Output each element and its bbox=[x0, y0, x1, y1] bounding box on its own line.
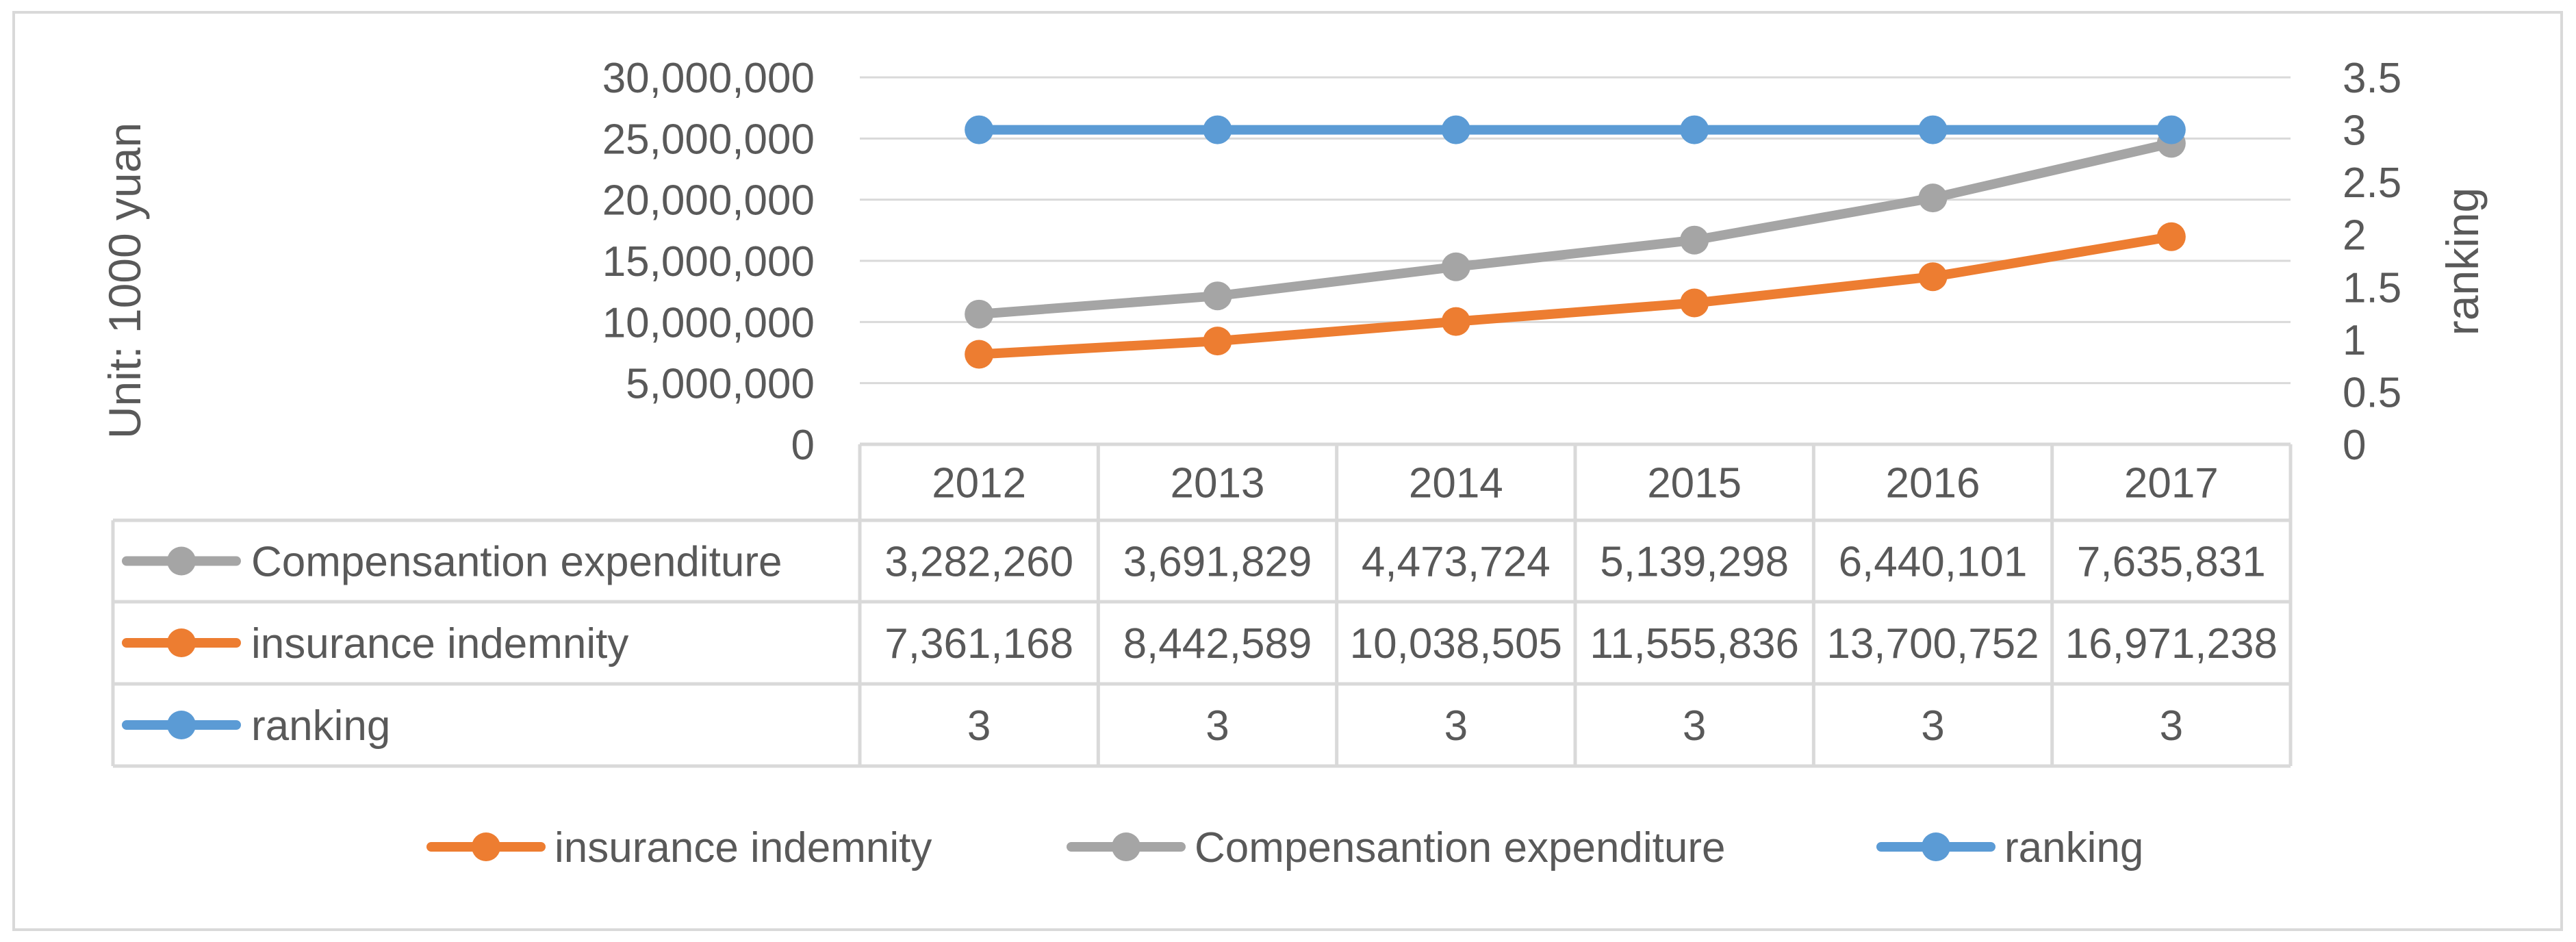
category-label: 2012 bbox=[932, 460, 1026, 507]
series-compensation bbox=[965, 129, 2186, 329]
right-axis: 0 0.5 1 1.5 2 2.5 3 3.5 bbox=[2343, 55, 2401, 469]
data-point-indemnity bbox=[2156, 222, 2186, 251]
right-tick-label: 3 bbox=[2343, 107, 2366, 155]
series-line-indemnity bbox=[974, 231, 2176, 359]
legend-marker bbox=[1112, 832, 1140, 861]
legend: insurance indemnity Compensantion expendi… bbox=[426, 824, 2143, 871]
table-row-label: Compensantion expenditure bbox=[251, 539, 782, 586]
table-cell: 3 bbox=[1444, 702, 1468, 750]
data-point-compensation bbox=[1918, 183, 1948, 213]
legend-label: Compensantion expenditure bbox=[1195, 824, 1726, 871]
legend-marker bbox=[472, 832, 500, 861]
table-cell: 6,440,101 bbox=[1839, 539, 2028, 586]
table-legend-marker-compensation bbox=[167, 546, 196, 576]
right-tick-label: 3.5 bbox=[2343, 55, 2401, 102]
right-tick-label: 1 bbox=[2343, 317, 2366, 364]
table-legend-marker-ranking bbox=[167, 711, 196, 739]
left-tick-label: 30,000,000 bbox=[602, 55, 815, 102]
table-cell: 5,139,298 bbox=[1600, 539, 1789, 586]
table-cell: 3 bbox=[967, 702, 991, 750]
legend-item: insurance indemnity bbox=[426, 824, 932, 871]
data-point-ranking bbox=[1680, 115, 1709, 144]
table-row: Compensantion expenditure 3,282,260 3,691,… bbox=[122, 539, 2266, 586]
data-point-indemnity bbox=[1918, 262, 1948, 292]
data-point-indemnity bbox=[1203, 327, 1232, 356]
category-label: 2017 bbox=[2124, 460, 2219, 507]
right-tick-label: 2.5 bbox=[2343, 160, 2401, 207]
data-point-indemnity bbox=[1441, 307, 1470, 336]
table-cell: 3 bbox=[1683, 702, 1706, 750]
category-label: 2014 bbox=[1409, 460, 1503, 507]
data-point-indemnity bbox=[965, 340, 994, 369]
category-label: 2015 bbox=[1647, 460, 1742, 507]
table-row: insurance indemnity 7,361,168 8,442,589 10,… bbox=[122, 620, 2278, 667]
table-legend-marker-indemnity bbox=[167, 628, 196, 657]
legend-item: Compensantion expenditure bbox=[1067, 824, 1726, 871]
data-point-ranking bbox=[1918, 115, 1948, 144]
data-point-compensation bbox=[1203, 281, 1232, 311]
table-cell: 10,038,505 bbox=[1350, 620, 1562, 667]
data-point-ranking bbox=[1203, 115, 1232, 144]
category-label: 2016 bbox=[1886, 460, 1980, 507]
data-point-ranking bbox=[2156, 115, 2186, 144]
legend-label: insurance indemnity bbox=[554, 824, 932, 871]
data-point-indemnity bbox=[1680, 288, 1709, 318]
series-ranking bbox=[965, 115, 2186, 144]
data-point-ranking bbox=[1441, 115, 1470, 144]
right-axis-title: ranking bbox=[2437, 188, 2488, 335]
table-cell: 7,361,168 bbox=[884, 620, 1073, 667]
series-indemnity bbox=[965, 222, 2186, 369]
left-axis: 0 5,000,000 10,000,000 15,000,000 20,000,000… bbox=[602, 55, 815, 469]
table-row: ranking 3 3 3 3 3 3 bbox=[122, 702, 2183, 750]
left-tick-label: 20,000,000 bbox=[602, 177, 815, 225]
table-row-label: insurance indemnity bbox=[251, 620, 628, 667]
right-tick-label: 0 bbox=[2343, 422, 2366, 469]
left-tick-label: 15,000,000 bbox=[602, 238, 815, 285]
data-point-ranking bbox=[965, 115, 994, 144]
table-row-label: ranking bbox=[251, 702, 390, 750]
left-axis-title: Unit: 1000 yuan bbox=[99, 123, 150, 439]
chart-border bbox=[12, 11, 2563, 931]
table-cell: 4,473,724 bbox=[1362, 539, 1551, 586]
category-label: 2013 bbox=[1171, 460, 1265, 507]
gridlines bbox=[860, 76, 2291, 385]
left-tick-label: 5,000,000 bbox=[626, 361, 815, 408]
table-cell: 3 bbox=[2160, 702, 2183, 750]
table-cell: 16,971,238 bbox=[2065, 620, 2278, 667]
table-cell: 7,635,831 bbox=[2077, 539, 2266, 586]
legend-marker bbox=[1922, 832, 1950, 861]
table-cell: 8,442,589 bbox=[1123, 620, 1312, 667]
left-tick-label: 25,000,000 bbox=[602, 116, 815, 163]
series-line-compensation bbox=[974, 138, 2176, 319]
left-tick-label: 0 bbox=[791, 422, 815, 469]
data-point-compensation bbox=[1441, 252, 1470, 281]
table-cell: 3 bbox=[1206, 702, 1229, 750]
right-tick-label: 0.5 bbox=[2343, 369, 2401, 416]
table-cell: 3 bbox=[1921, 702, 1944, 750]
data-table: 2012 2013 2014 2015 2016 2017 Compensantion ex… bbox=[111, 442, 2293, 768]
left-tick-label: 10,000,000 bbox=[602, 299, 815, 346]
legend-label: ranking bbox=[2004, 824, 2143, 871]
data-point-compensation bbox=[965, 299, 994, 329]
right-tick-label: 2 bbox=[2343, 212, 2366, 259]
series-layer bbox=[965, 115, 2186, 369]
data-point-compensation bbox=[1680, 225, 1709, 255]
table-cell: 13,700,752 bbox=[1826, 620, 2039, 667]
right-tick-label: 1.5 bbox=[2343, 264, 2401, 311]
table-cell: 3,691,829 bbox=[1123, 539, 1312, 586]
legend-item: ranking bbox=[1876, 824, 2143, 871]
table-cell: 3,282,260 bbox=[884, 539, 1073, 586]
table-cell: 11,555,836 bbox=[1590, 620, 1799, 667]
